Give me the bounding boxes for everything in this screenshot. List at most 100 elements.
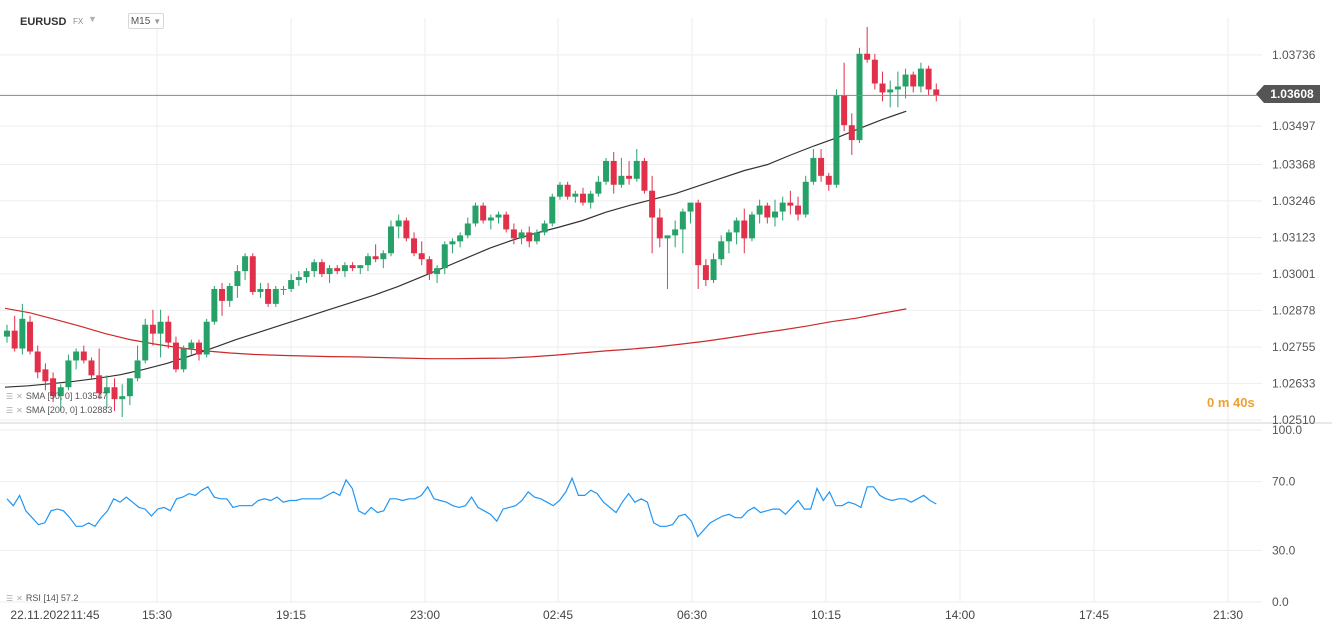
bullish-candle — [288, 280, 295, 289]
price-tick-label: 1.02510 — [1272, 413, 1316, 427]
bullish-candle — [188, 342, 195, 349]
sma50-legend[interactable]: ☰ ✕ SMA [50, 0] 1.03547 — [6, 391, 107, 401]
bearish-candle — [11, 330, 18, 349]
bullish-candle — [357, 265, 364, 269]
bullish-candle — [119, 396, 126, 400]
time-tick-label: 19:15 — [276, 608, 306, 622]
bearish-candle — [787, 202, 794, 206]
bearish-candle — [249, 256, 256, 292]
bearish-candle — [480, 205, 487, 221]
menu-icon[interactable]: ☰ — [6, 405, 14, 415]
bearish-candle — [864, 53, 871, 60]
bullish-candle — [902, 74, 909, 87]
bearish-candle — [96, 375, 103, 394]
price-tick-label: 1.03001 — [1272, 267, 1316, 281]
bullish-candle — [603, 160, 610, 182]
bullish-candle — [618, 175, 625, 185]
time-tick-label: 23:00 — [410, 608, 440, 622]
bullish-candle — [464, 223, 471, 236]
time-tick-label: 22.11.2022 — [10, 608, 69, 622]
bearish-candle — [649, 190, 656, 218]
bullish-candle — [234, 271, 241, 286]
bullish-candle — [157, 321, 164, 334]
rsi-tick-label: 100.0 — [1272, 423, 1302, 437]
bearish-candle — [149, 324, 156, 334]
bearish-candle — [795, 205, 802, 215]
bearish-candle — [702, 265, 709, 281]
bullish-candle — [672, 229, 679, 236]
bullish-candle — [756, 205, 763, 215]
bullish-candle — [134, 360, 141, 379]
bearish-candle — [165, 321, 172, 343]
bearish-candle — [372, 256, 379, 260]
chevron-down-icon[interactable]: ▼ — [88, 14, 97, 24]
bearish-candle — [933, 89, 940, 96]
bullish-candle — [73, 351, 80, 361]
bearish-candle — [111, 387, 118, 400]
timeframe-select[interactable]: M15 ▼ — [128, 13, 164, 29]
bearish-candle — [80, 351, 87, 361]
bullish-candle — [257, 288, 264, 292]
bullish-candle — [664, 235, 671, 239]
bullish-candle — [341, 265, 348, 272]
close-icon[interactable]: ✕ — [16, 391, 23, 401]
bearish-candle — [418, 253, 425, 260]
bearish-candle — [641, 160, 648, 191]
bullish-candle — [587, 193, 594, 203]
sma200-legend[interactable]: ☰ ✕ SMA [200, 0] 1.02883 — [6, 405, 112, 415]
bullish-candle — [679, 211, 686, 230]
bearish-candle — [27, 321, 34, 352]
timeframe-value: M15 — [130, 15, 151, 27]
bullish-candle — [710, 259, 717, 281]
bullish-candle — [103, 387, 110, 394]
bullish-candle — [810, 157, 817, 182]
bearish-candle — [564, 184, 571, 197]
time-tick-label: 21:30 — [1213, 608, 1243, 622]
price-tick-label: 1.02633 — [1272, 376, 1316, 390]
bearish-candle — [879, 83, 886, 93]
bullish-candle — [242, 256, 249, 272]
bearish-candle — [764, 205, 771, 218]
bullish-candle — [211, 288, 218, 322]
bullish-candle — [19, 318, 26, 349]
rsi-tick-label: 0.0 — [1272, 595, 1289, 609]
close-icon[interactable]: ✕ — [16, 593, 23, 603]
bearish-candle — [42, 369, 49, 382]
bullish-candle — [779, 202, 786, 212]
rsi-tick-label: 70.0 — [1272, 475, 1296, 489]
bullish-candle — [226, 286, 233, 301]
sma50-line — [4, 110, 907, 388]
bullish-candle — [388, 226, 394, 254]
menu-icon[interactable]: ☰ — [6, 593, 14, 603]
bullish-candle — [295, 277, 302, 281]
time-tick-label: 14:00 — [945, 608, 975, 622]
bullish-candle — [326, 268, 333, 275]
time-tick-label: 06:30 — [677, 608, 707, 622]
close-icon[interactable]: ✕ — [16, 405, 23, 415]
bullish-candle — [725, 232, 732, 242]
menu-icon[interactable]: ☰ — [6, 391, 14, 401]
time-tick-label: 10:15 — [811, 608, 841, 622]
sma200-line — [4, 307, 907, 360]
rsi-legend[interactable]: ☰ ✕ RSI [14] 57.2 — [6, 593, 78, 603]
bearish-candle — [265, 288, 272, 304]
time-tick-label: 15:30 — [142, 608, 172, 622]
bearish-candle — [610, 160, 617, 185]
bearish-candle — [318, 262, 325, 275]
bullish-candle — [272, 288, 279, 304]
bearish-candle — [88, 360, 95, 376]
price-tick-label: 1.02878 — [1272, 303, 1316, 317]
time-tick-label: 11:45 — [70, 608, 99, 622]
bearish-candle — [910, 74, 917, 87]
bearish-candle — [510, 229, 517, 239]
sma200-label: SMA [200, 0] 1.02883 — [25, 405, 113, 415]
bullish-candle — [518, 232, 525, 239]
candles — [0, 26, 1262, 418]
bullish-candle — [449, 241, 456, 245]
bearish-candle — [503, 214, 510, 230]
sma50-line-group — [4, 110, 907, 388]
symbol-label[interactable]: EURUSD — [20, 16, 67, 28]
last-price-badge: 1.03608 — [1256, 85, 1320, 103]
bullish-candle — [203, 321, 210, 355]
bullish-candle — [180, 348, 187, 370]
